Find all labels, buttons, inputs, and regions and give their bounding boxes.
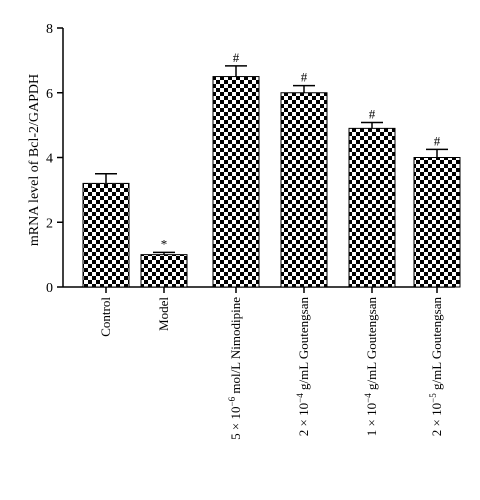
x-tick-label: Control: [98, 297, 113, 337]
bar: [82, 182, 130, 288]
bars: [82, 65, 461, 288]
bar: [140, 254, 188, 288]
x-tick-label: 5 × 10−6 mol/L Nimodipine: [227, 297, 243, 440]
y-tick-label: 2: [46, 216, 53, 231]
significance-mark: #: [434, 133, 441, 148]
y-tick-label: 8: [46, 22, 53, 37]
significance-mark: #: [233, 50, 240, 65]
x-tick-label: Model: [156, 297, 171, 331]
significance-mark: *: [161, 236, 168, 251]
bar: [413, 157, 461, 288]
x-tick-label: 2 × 10−5 g/mL Goutengsan: [428, 297, 444, 437]
bar: [280, 92, 328, 288]
bar: [348, 127, 396, 288]
x-tick-label: 1 × 10−4 g/mL Goutengsan: [363, 297, 379, 437]
y-axis-label: mRNA level of Bcl-2/GAPDH: [27, 74, 42, 246]
y-tick-label: 0: [46, 281, 53, 296]
significance-mark: #: [301, 70, 308, 85]
bar: [212, 76, 260, 288]
x-tick-label: 2 × 10−4 g/mL Goutengsan: [295, 297, 311, 437]
labels: Control * Model #5 × 10−6 mol/L Nimodipine #…: [98, 50, 444, 440]
significance-mark: #: [369, 107, 376, 122]
y-tick-label: 4: [46, 152, 53, 167]
y-tick-label: 6: [46, 87, 53, 102]
